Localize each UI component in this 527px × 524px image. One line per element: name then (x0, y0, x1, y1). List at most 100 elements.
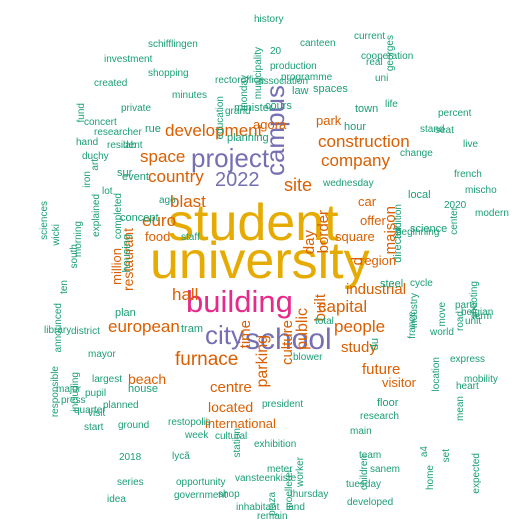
cloud-word: start (84, 422, 104, 433)
cloud-word: beginning (396, 227, 440, 238)
cloud-word: worker (295, 457, 306, 488)
cloud-word: term (472, 311, 492, 322)
cloud-word: sciences (39, 201, 50, 240)
cloud-word: agora (253, 117, 287, 132)
cloud-word: town (355, 103, 379, 115)
cloud-word: site (284, 175, 313, 195)
cloud-word: meter (267, 464, 293, 475)
cloud-word: opportunity (176, 477, 226, 488)
cloud-word: france (407, 311, 418, 339)
cloud-word: international (205, 416, 276, 431)
cloud-word: stand (420, 124, 445, 135)
cloud-word: week (185, 430, 209, 441)
cloud-word: hall (172, 285, 199, 304)
cloud-word: rue (145, 123, 161, 135)
cloud-word: a4 (419, 446, 430, 458)
cloud-word: south (69, 244, 80, 269)
cloud-word: world (430, 327, 454, 338)
cloud-word: seat (435, 125, 454, 136)
cloud-word: car (358, 194, 377, 209)
cloud-word: people (334, 317, 386, 336)
cloud-word: fund (76, 103, 87, 123)
cloud-word: park (316, 113, 342, 128)
cloud-word: express (450, 354, 486, 365)
cloud-word: largest (92, 374, 123, 385)
cloud-word: belgian (461, 307, 494, 318)
cloud-word: cooperation (361, 51, 414, 62)
cloud-word: programme (281, 72, 333, 83)
cloud-word: shooting (469, 281, 480, 319)
cloud-word: resident (107, 140, 143, 151)
cloud-word: percent (438, 108, 472, 119)
cloud-word: move (437, 302, 448, 327)
cloud-word: law (292, 85, 309, 97)
cloud-word: blower (293, 352, 323, 363)
cloud-word: mischo (465, 185, 497, 196)
cloud-word: school (245, 323, 332, 356)
cloud-word: ground (118, 420, 150, 431)
cloud-word: education (215, 96, 226, 140)
cloud-word: series (117, 477, 144, 488)
cloud-word: library (44, 325, 72, 336)
cloud-word: thursday (290, 489, 329, 500)
cloud-word: 2022 (215, 169, 260, 191)
cloud-word: building (186, 284, 293, 319)
cloud-word: company (321, 151, 390, 170)
cloud-word: mobility (464, 374, 498, 385)
cloud-word: main (350, 426, 372, 437)
cloud-word: local (408, 189, 431, 201)
cloud-word: current (354, 31, 386, 42)
cloud-word: 20 (270, 46, 282, 57)
cloud-word: border (315, 210, 332, 254)
cloud-word: unit (465, 316, 482, 327)
cloud-word: ten (59, 280, 70, 294)
cloud-word: construction (318, 132, 410, 151)
cloud-word: developed (347, 497, 394, 508)
cloud-word: remain (257, 511, 288, 522)
cloud-word: schifflingen (148, 39, 198, 50)
cloud-word: total (315, 316, 334, 327)
cloud-word: located (208, 399, 254, 415)
cloud-word: minister (234, 102, 273, 114)
cloud-word: municipality (253, 47, 264, 100)
cloud-word: completed (113, 193, 124, 240)
cloud-word: duchy (82, 151, 109, 162)
cloud-word: french (454, 169, 482, 180)
cloud-word: idea (107, 494, 126, 505)
cloud-word: staff (181, 232, 200, 243)
cloud-word: press (61, 395, 86, 406)
cloud-word: house (128, 383, 158, 395)
cloud-word: shopping (148, 68, 189, 79)
cloud-word: uni (375, 73, 389, 84)
cloud-word: station (232, 428, 243, 458)
cloud-word: housing (121, 234, 133, 273)
cloud-word: study (341, 339, 377, 356)
cloud-word: road (455, 311, 466, 332)
cloud-word: lot (102, 186, 113, 197)
cloud-word: center (449, 207, 460, 235)
cloud-word: plan (115, 307, 136, 319)
cloud-word: planning (227, 132, 269, 144)
cloud-word: cultural (215, 431, 248, 442)
cloud-word: major (56, 384, 82, 395)
cloud-word: land (286, 502, 305, 513)
cloud-word: president (262, 399, 304, 410)
cloud-word: capital (318, 297, 368, 316)
cloud-word: vansteenkiste (235, 473, 297, 484)
cloud-word: sanem (370, 464, 401, 475)
cloud-word: wicki (51, 224, 62, 246)
cloud-word: cours (265, 100, 292, 112)
cloud-word: modern (475, 208, 509, 219)
cloud-word: development (165, 121, 263, 140)
cloud-word: du (369, 338, 381, 351)
cloud-word: history (254, 14, 284, 25)
cloud-word: public (294, 308, 311, 350)
cloud-word: cycle (410, 278, 433, 289)
cloud-word: 2018 (119, 452, 142, 463)
cloud-word: tram (181, 323, 203, 335)
cloud-word: project (191, 143, 270, 173)
cloud-word: future (362, 361, 401, 378)
cloud-word: investment (104, 54, 153, 65)
cloud-word: university (150, 232, 370, 290)
